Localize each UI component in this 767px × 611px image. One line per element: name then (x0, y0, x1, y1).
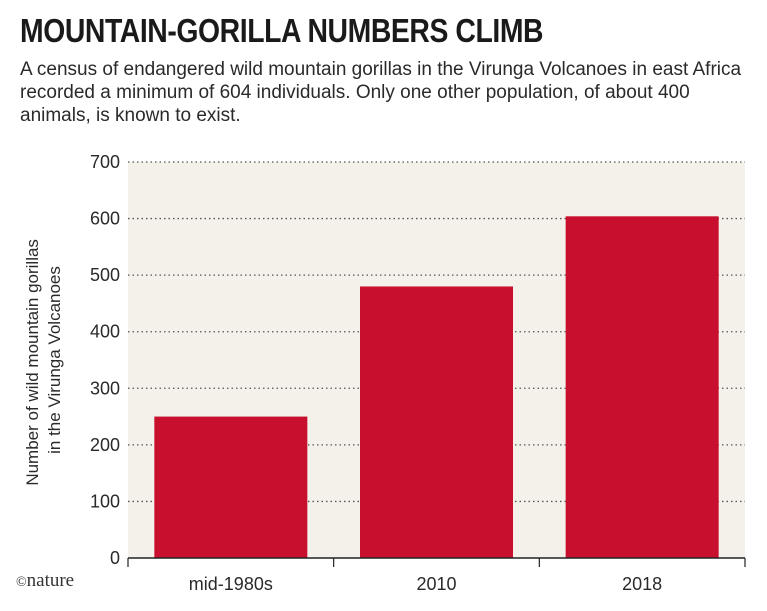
bar-2010 (360, 286, 513, 558)
bars (154, 216, 719, 558)
bar-mid-1980s (154, 416, 308, 558)
y-tick-label: 100 (90, 491, 120, 511)
chart-title: MOUNTAIN-GORILLA NUMBERS CLIMB (20, 12, 544, 49)
credit-name: nature (26, 570, 75, 591)
y-axis-label: Number of wild mountain gorillas in the … (23, 234, 64, 485)
y-axis-label-line-2: in the Virunga Volcanoes (45, 266, 64, 454)
copyright-symbol: © (16, 575, 27, 590)
y-tick-label: 600 (90, 209, 120, 229)
y-axis-ticks: 0 100 200 300 400 500 600 700 (90, 152, 120, 568)
y-axis-label-line-1: Number of wild mountain gorillas (23, 239, 42, 486)
x-tick-label: mid-1980s (189, 574, 273, 594)
bar-2018 (565, 216, 719, 558)
nature-credit: ©nature (16, 570, 74, 592)
chart-subtitle: A census of endangered wild mountain gor… (20, 59, 742, 126)
y-tick-label: 0 (110, 548, 120, 568)
x-axis (127, 557, 746, 567)
x-tick-label: 2018 (622, 574, 662, 594)
y-tick-label: 500 (90, 265, 120, 285)
y-tick-label: 300 (90, 378, 120, 398)
y-tick-label: 200 (90, 435, 120, 455)
y-tick-label: 400 (90, 322, 120, 342)
x-tick-label: 2010 (416, 574, 456, 594)
y-tick-label: 700 (90, 152, 120, 172)
x-axis-labels: mid-1980s 2010 2018 (189, 574, 662, 594)
